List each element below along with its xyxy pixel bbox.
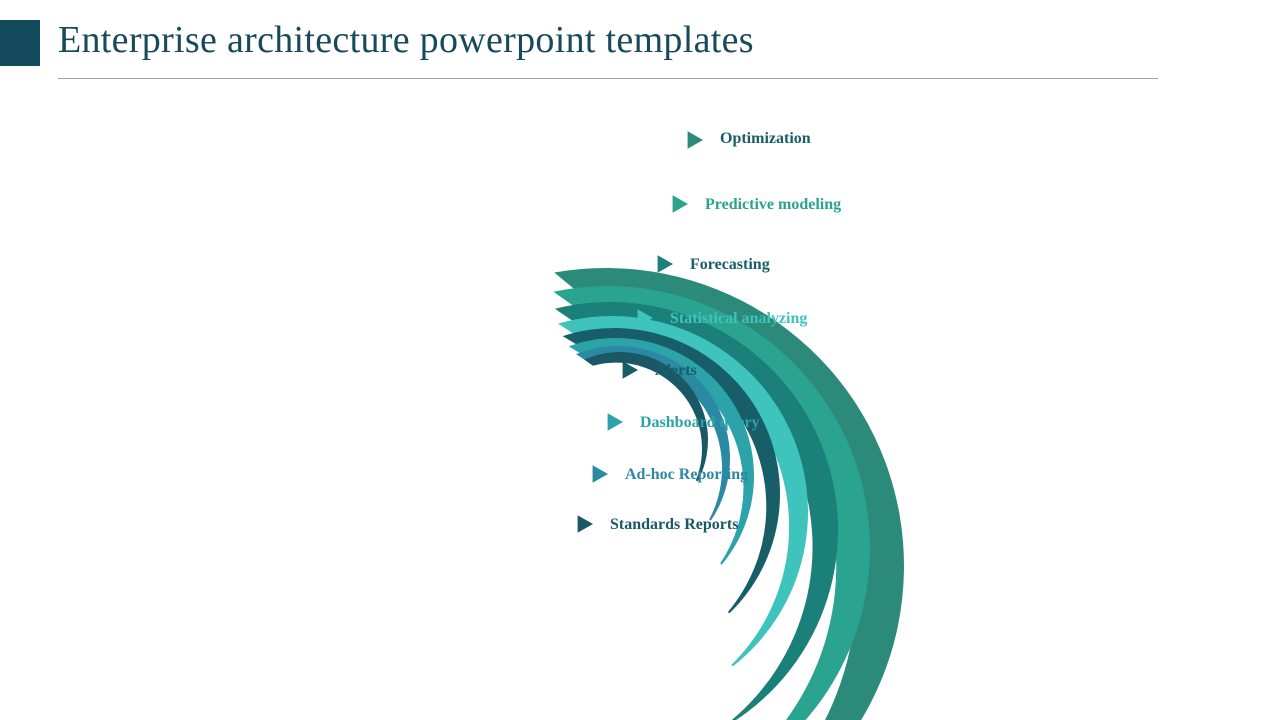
arc-label: Forecasting [690, 256, 770, 274]
arc-label: Alerts [655, 362, 697, 380]
arrow-icon [658, 255, 673, 273]
spiral-diagram [0, 0, 1280, 720]
arc-label: Statistical analyzing [670, 310, 807, 328]
arrow-icon [578, 515, 593, 533]
arrow-icon [688, 131, 703, 149]
arrow-icon [608, 413, 623, 431]
arc-label: Dashboard query [640, 414, 760, 432]
arc-label: Predictive modeling [705, 196, 841, 214]
arrow-icon [673, 195, 688, 213]
arrow-icon [593, 465, 608, 483]
arc-label: Optimization [720, 130, 811, 148]
slide: Enterprise architecture powerpoint templ… [0, 0, 1280, 720]
arc-label: Ad-hoc Reporting [625, 466, 748, 484]
arc-label: Standards Reports [610, 516, 738, 534]
